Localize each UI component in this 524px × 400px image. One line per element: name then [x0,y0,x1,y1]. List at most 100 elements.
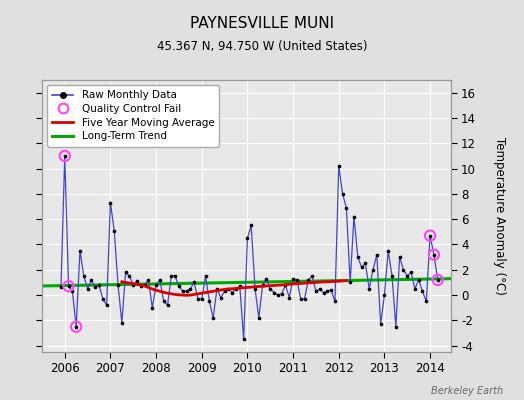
Point [190,279,198,286]
Point [369,266,377,273]
Point [297,296,305,302]
Point [216,294,225,301]
Point [198,296,206,302]
Point [384,248,392,254]
Point [293,277,301,283]
Point [270,289,278,296]
Point [129,282,137,288]
Point [76,248,84,254]
Point [159,298,168,304]
Point [251,286,259,292]
Point [61,153,69,159]
Point [247,222,255,229]
Point [411,286,419,292]
Point [133,278,141,284]
Point [91,284,100,291]
Point [312,288,320,294]
Point [221,288,229,294]
Point [182,288,191,294]
Point [114,282,122,288]
Point [327,287,335,293]
Point [399,266,408,273]
Point [422,298,431,304]
Point [64,283,73,290]
Point [263,276,271,282]
Point [167,273,176,279]
Point [148,304,157,311]
Point [354,254,362,260]
Point [99,296,107,302]
Point [407,269,415,276]
Point [144,277,152,283]
Y-axis label: Temperature Anomaly (°C): Temperature Anomaly (°C) [493,137,506,295]
Point [64,283,73,290]
Point [433,277,442,283]
Point [213,286,221,292]
Point [342,204,351,211]
Point [125,273,134,279]
Point [430,251,438,258]
Point [281,282,290,288]
Text: 45.367 N, 94.750 W (United States): 45.367 N, 94.750 W (United States) [157,40,367,53]
Point [426,232,434,239]
Point [72,324,80,330]
Point [285,294,293,301]
Point [365,286,374,292]
Text: PAYNESVILLE MUNI: PAYNESVILLE MUNI [190,16,334,31]
Point [357,264,366,270]
Point [118,320,126,326]
Point [57,284,65,291]
Point [391,324,400,330]
Point [209,315,217,321]
Point [350,214,358,220]
Point [156,277,164,283]
Point [179,288,187,294]
Point [323,288,332,294]
Point [236,283,244,290]
Point [274,292,282,298]
Point [289,276,297,282]
Point [224,286,233,292]
Point [388,273,396,279]
Point [315,286,324,292]
Point [137,283,145,290]
Point [106,200,115,206]
Point [308,273,316,279]
Point [304,277,312,283]
Point [258,282,267,288]
Point [361,260,369,267]
Point [403,273,411,279]
Point [174,283,183,290]
Point [426,232,434,239]
Point [171,273,179,279]
Point [122,269,130,276]
Point [239,336,248,342]
Point [68,288,77,294]
Point [433,277,442,283]
Point [95,282,103,288]
Point [331,298,339,304]
Point [243,235,252,241]
Point [110,227,118,234]
Point [418,288,427,294]
Point [396,254,404,260]
Point [72,324,80,330]
Point [373,251,381,258]
Legend: Raw Monthly Data, Quality Control Fail, Five Year Moving Average, Long-Term Tren: Raw Monthly Data, Quality Control Fail, … [47,85,220,146]
Point [414,277,423,283]
Point [266,286,275,292]
Point [319,289,328,296]
Point [430,251,438,258]
Point [83,286,92,292]
Point [61,153,69,159]
Point [205,298,214,304]
Point [163,302,172,308]
Text: Berkeley Earth: Berkeley Earth [431,386,503,396]
Point [228,289,236,296]
Point [278,291,286,297]
Point [186,286,194,292]
Point [232,286,240,292]
Point [376,321,385,327]
Point [140,282,149,288]
Point [194,296,202,302]
